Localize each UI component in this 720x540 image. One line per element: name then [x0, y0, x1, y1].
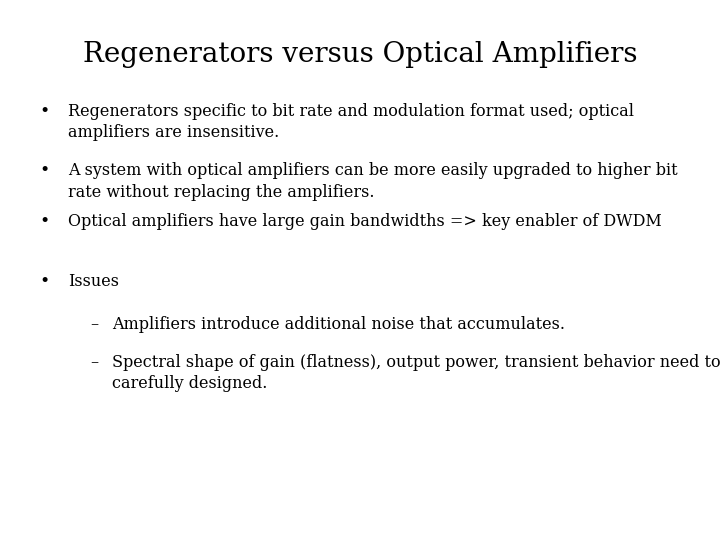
Text: Regenerators versus Optical Amplifiers: Regenerators versus Optical Amplifiers [83, 40, 637, 68]
Text: Optical amplifiers have large gain bandwidths => key enabler of DWDM: Optical amplifiers have large gain bandw… [68, 213, 662, 230]
Text: •: • [40, 213, 50, 230]
Text: Amplifiers introduce additional noise that accumulates.: Amplifiers introduce additional noise th… [112, 316, 564, 333]
Text: Regenerators specific to bit rate and modulation format used; optical
amplifiers: Regenerators specific to bit rate and mo… [68, 103, 634, 141]
Text: –: – [90, 316, 98, 333]
Text: A system with optical amplifiers can be more easily upgraded to higher bit
rate : A system with optical amplifiers can be … [68, 162, 678, 200]
Text: •: • [40, 273, 50, 289]
Text: –: – [90, 354, 98, 370]
Text: Spectral shape of gain (flatness), output power, transient behavior need to be
c: Spectral shape of gain (flatness), outpu… [112, 354, 720, 392]
Text: •: • [40, 162, 50, 179]
Text: Issues: Issues [68, 273, 120, 289]
Text: •: • [40, 103, 50, 119]
